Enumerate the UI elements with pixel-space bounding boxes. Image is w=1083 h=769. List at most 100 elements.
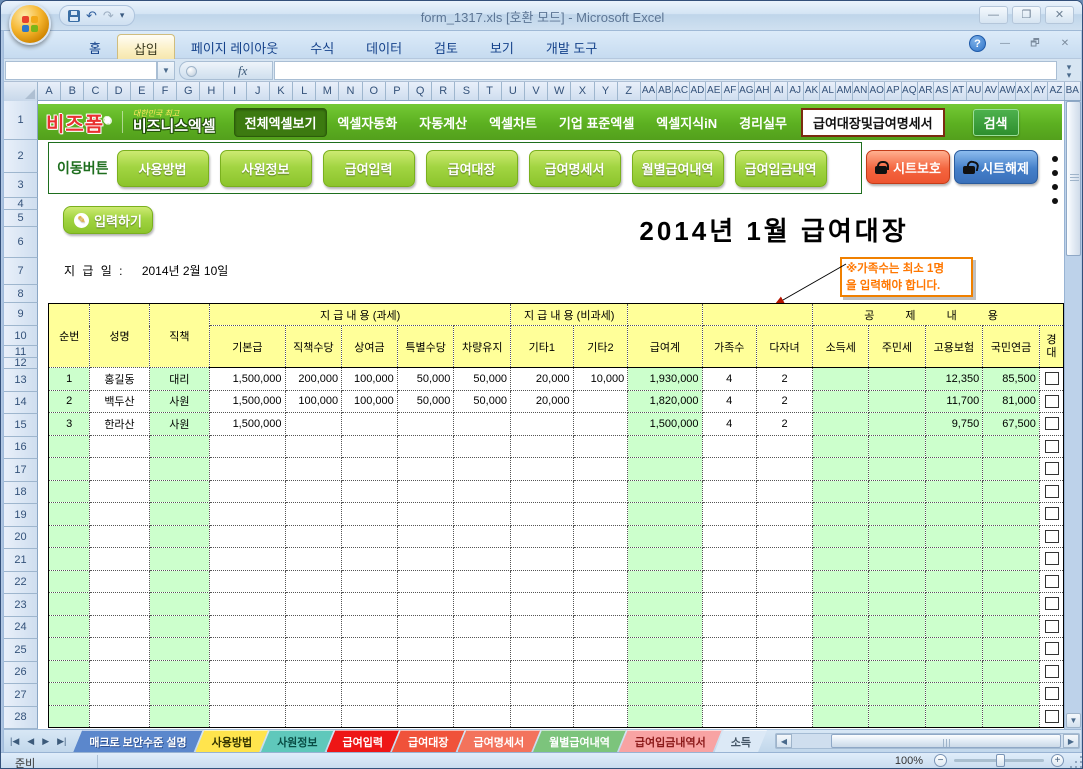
resize-grip[interactable] <box>1069 755 1082 768</box>
vertical-scrollbar[interactable]: ▼ <box>1064 101 1081 729</box>
cell[interactable] <box>89 502 150 526</box>
cell[interactable] <box>701 479 757 503</box>
cell[interactable]: 100,000 <box>284 389 343 413</box>
cell[interactable] <box>284 547 343 571</box>
cell[interactable] <box>868 592 926 616</box>
row-header-3[interactable]: 3 <box>4 173 38 198</box>
column-header-AB[interactable]: AB <box>657 82 674 100</box>
cell[interactable] <box>982 682 1040 706</box>
cell[interactable] <box>572 704 629 728</box>
cell-partial[interactable] <box>1038 502 1064 526</box>
column-header-D[interactable]: D <box>108 82 131 100</box>
cell[interactable] <box>396 637 455 661</box>
cell[interactable] <box>209 614 286 638</box>
cell-partial[interactable] <box>1038 704 1064 728</box>
cell[interactable] <box>396 434 455 458</box>
cell[interactable] <box>510 569 574 593</box>
column-header-J[interactable]: J <box>247 82 270 100</box>
cell[interactable]: 2 <box>755 389 814 413</box>
ribbon-tab-5[interactable]: 검토 <box>434 41 458 56</box>
column-header-P[interactable]: P <box>386 82 409 100</box>
cell[interactable] <box>627 592 703 616</box>
column-header-AO[interactable]: AO <box>869 82 886 100</box>
column-header-L[interactable]: L <box>293 82 317 100</box>
cell[interactable]: 67,500 <box>982 412 1040 436</box>
cell[interactable] <box>755 524 814 548</box>
cell[interactable] <box>47 614 91 638</box>
header-col-9[interactable]: 기타2 <box>572 325 629 368</box>
column-header-AQ[interactable]: AQ <box>902 82 918 100</box>
nav-button-2[interactable]: 급여입력 <box>322 149 415 187</box>
cell[interactable] <box>627 434 703 458</box>
cell[interactable] <box>148 569 211 593</box>
ribbon-tab-3[interactable]: 수식 <box>310 41 335 56</box>
help-icon[interactable]: ? <box>969 35 986 52</box>
cell[interactable] <box>284 502 343 526</box>
insert-function-button[interactable]: fx <box>179 61 273 80</box>
cell[interactable] <box>982 524 1040 548</box>
sheet-tab-8[interactable]: 소득 <box>715 730 767 752</box>
sheet-tab-6[interactable]: 월별급여내역 <box>533 730 626 752</box>
sheet-tab-4[interactable]: 급여대장 <box>392 730 464 752</box>
cell[interactable] <box>572 637 629 661</box>
column-header-AP[interactable]: AP <box>885 82 902 100</box>
cell[interactable] <box>453 569 512 593</box>
column-header-AS[interactable]: AS <box>934 82 951 100</box>
brand-menu-item-2[interactable]: 엑셀차트 <box>489 115 537 131</box>
undo-icon[interactable]: ↶ <box>86 8 97 23</box>
row-header-9[interactable]: 9 <box>4 303 38 326</box>
ribbon-tab-0[interactable]: 홈 <box>89 41 101 56</box>
cell[interactable] <box>701 682 757 706</box>
cell[interactable] <box>812 502 870 526</box>
cell[interactable]: 사원 <box>148 412 211 436</box>
sheet-tab-3[interactable]: 급여입력 <box>327 730 399 752</box>
column-header-A[interactable]: A <box>38 82 62 100</box>
hscroll-right-icon[interactable]: ▶ <box>1063 734 1079 748</box>
brand-menu-item-1[interactable]: 자동계산 <box>419 115 468 131</box>
zoom-slider-thumb[interactable] <box>996 754 1005 767</box>
cell[interactable] <box>209 502 286 526</box>
cell[interactable] <box>453 434 512 458</box>
column-header-AN[interactable]: AN <box>853 82 870 100</box>
cell[interactable] <box>868 479 926 503</box>
cell[interactable] <box>89 479 150 503</box>
cell[interactable] <box>924 457 984 481</box>
cell[interactable] <box>453 479 512 503</box>
cell[interactable] <box>148 524 211 548</box>
cell[interactable] <box>284 412 343 436</box>
cell[interactable] <box>148 592 211 616</box>
cell[interactable] <box>209 637 286 661</box>
cell[interactable] <box>812 547 870 571</box>
cell[interactable]: 1,930,000 <box>627 367 703 391</box>
cell[interactable] <box>924 637 984 661</box>
cell[interactable]: 1,500,000 <box>209 412 286 436</box>
cell[interactable] <box>701 434 757 458</box>
column-header-G[interactable]: G <box>177 82 201 100</box>
cell[interactable] <box>510 614 574 638</box>
cell[interactable]: 1 <box>47 367 91 391</box>
cell[interactable] <box>341 412 398 436</box>
cell[interactable] <box>453 547 512 571</box>
cell[interactable] <box>148 434 211 458</box>
cell[interactable]: 2 <box>47 389 91 413</box>
sheet-tab-1[interactable]: 사용방법 <box>196 730 268 752</box>
cell[interactable] <box>868 682 926 706</box>
column-header-Z[interactable]: Z <box>618 82 641 100</box>
cell[interactable] <box>812 637 870 661</box>
column-header-AD[interactable]: AD <box>690 82 707 100</box>
cell[interactable] <box>89 592 150 616</box>
header-col-14[interactable]: 주민세 <box>868 325 926 368</box>
cell[interactable] <box>627 569 703 593</box>
header-col-8[interactable]: 기타1 <box>510 325 574 368</box>
row-header-16[interactable]: 16 <box>4 436 38 459</box>
cell[interactable] <box>627 479 703 503</box>
cell[interactable] <box>868 389 926 413</box>
cell[interactable] <box>701 659 757 683</box>
row-header-25[interactable]: 25 <box>4 639 38 662</box>
prev-sheet-icon[interactable]: ◀ <box>27 735 35 746</box>
cell[interactable] <box>341 479 398 503</box>
hscroll-thumb[interactable] <box>830 734 1061 748</box>
cell[interactable] <box>982 569 1040 593</box>
name-box[interactable] <box>5 61 157 80</box>
